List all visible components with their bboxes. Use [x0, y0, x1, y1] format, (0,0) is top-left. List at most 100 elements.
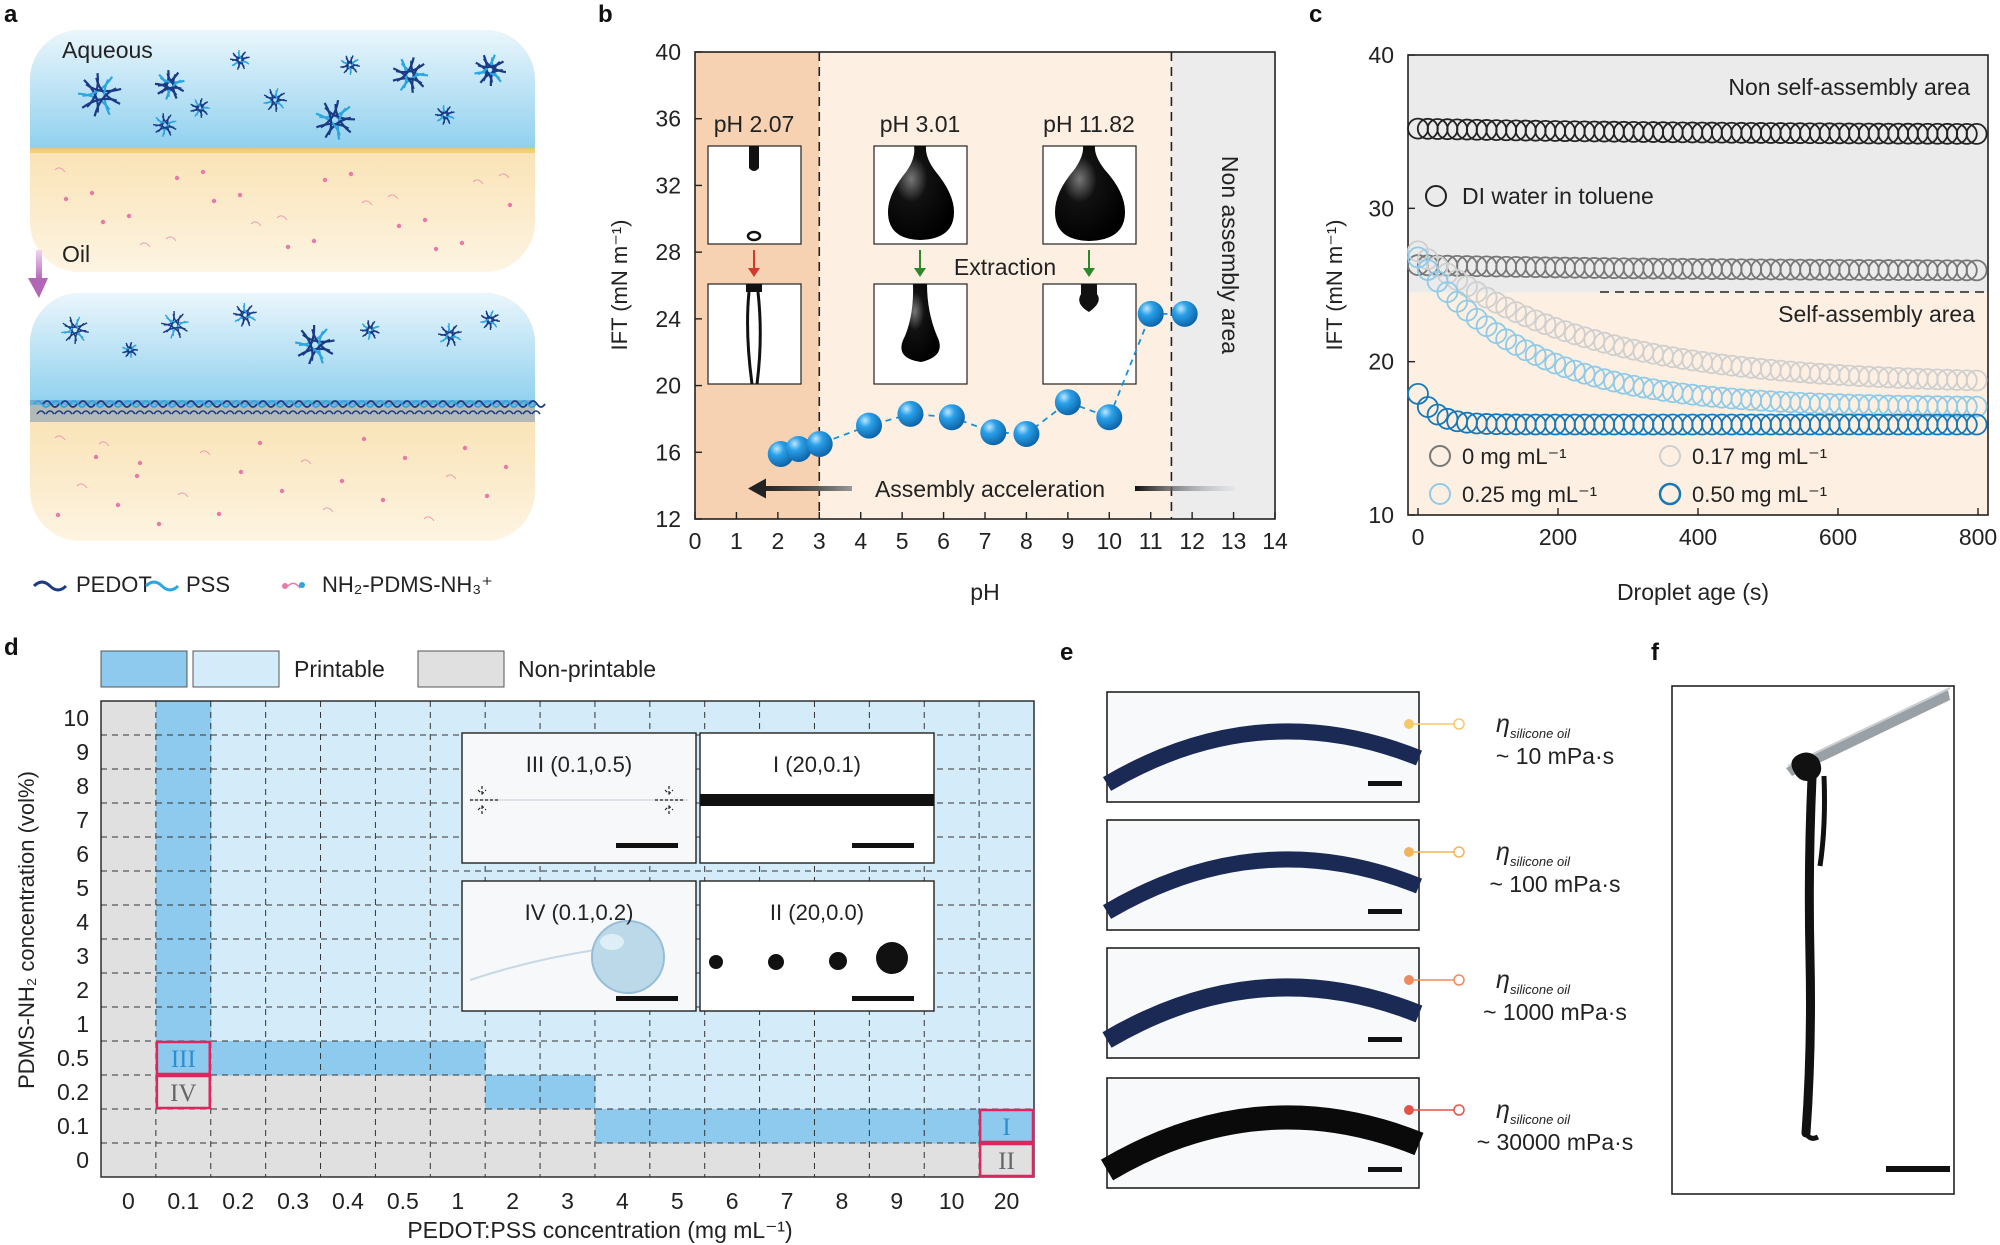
interface-film-strand: [351, 410, 361, 415]
inset-i: [699, 732, 935, 864]
highlight-box: [978, 1108, 1035, 1144]
grid-cell: [814, 1109, 870, 1144]
interface-film-strand: [87, 400, 105, 408]
pedot-pss-cluster: [359, 320, 380, 341]
pss-symbol: [144, 580, 180, 592]
scale-bar: [1368, 1037, 1402, 1042]
grid-cell: [155, 973, 212, 1008]
pdms-chain: [445, 474, 457, 480]
grid-cell: [155, 1109, 212, 1144]
interface-film-strand: [252, 410, 262, 415]
x-tick-label: 0.3: [277, 1188, 309, 1214]
interface-film-strand: [504, 410, 514, 415]
pdms-molecule: [339, 478, 345, 484]
interface-film-strand: [159, 400, 177, 408]
viscosity-value: ~ 30000 mPa·s: [1477, 1129, 1634, 1155]
x-tick-label: 2: [771, 528, 784, 554]
interface-film-strand: [459, 410, 469, 415]
label-non-assembly-area: Non assembly area: [1217, 156, 1243, 354]
interface-film-strand: [189, 410, 199, 415]
interface-film-strand: [279, 410, 289, 415]
grid-cell: [210, 1041, 267, 1076]
pdms-molecule: [322, 177, 328, 183]
grid-cell: [155, 1007, 212, 1042]
fiber-arc: [1102, 723, 1422, 791]
data-point: [1563, 359, 1586, 382]
y-tick-label: 8: [76, 773, 89, 799]
interface-film-strand: [126, 410, 136, 415]
region-band: [1408, 55, 1988, 293]
schematic-before: [30, 30, 535, 272]
pdms-molecule: [216, 511, 222, 517]
legend-marker-017: [1659, 445, 1681, 467]
grid-cell: [210, 1109, 267, 1144]
interface-film-strand: [447, 400, 465, 408]
grid-cell: [101, 939, 157, 974]
grid-cell: [485, 1109, 541, 1144]
interface-film-strand: [123, 400, 141, 408]
pdms-molecule: [285, 244, 291, 250]
x-tick-label: 600: [1819, 524, 1857, 550]
y-tick-label: 2: [76, 977, 89, 1003]
pdms-molecule: [348, 171, 354, 177]
viscosity-value: ~ 100 mPa·s: [1489, 871, 1620, 897]
assembly-acceleration-arrow: [748, 478, 1235, 499]
highlight-box-label: I: [1002, 1114, 1010, 1141]
legend-marker-di-water: [1425, 185, 1447, 207]
data-point: [1965, 395, 1988, 418]
interface-film-strand: [474, 400, 492, 408]
interface-film-strand: [135, 410, 145, 415]
eta-symbol: η: [1496, 838, 1510, 866]
interface-film-strand: [108, 410, 118, 415]
interface-film-strand: [240, 400, 258, 408]
x-tick-label: 3: [813, 528, 826, 554]
y-tick-label: 24: [655, 306, 681, 332]
interface-film-strand: [483, 400, 501, 408]
inset-ii-label: II (20,0.0): [770, 900, 864, 925]
eta-subscript: silicone oil: [1510, 982, 1571, 997]
label-non-self-assembly: Non self-assembly area: [1728, 74, 1970, 100]
pdms-chain: [165, 236, 177, 242]
y-tick-label: 0: [76, 1147, 89, 1173]
data-point: [1524, 309, 1547, 332]
grid-cell: [155, 905, 212, 940]
data-point: [1514, 339, 1537, 362]
pedot-pss-cluster: [77, 72, 122, 117]
x-tick-label: 0.4: [332, 1188, 364, 1214]
series-2: [1407, 240, 1988, 392]
data-point: [1171, 300, 1198, 327]
x-axis-label-b: pH: [970, 579, 999, 605]
grid-cell: [320, 1109, 376, 1144]
highlight-box: [155, 1040, 212, 1076]
pdms-chain: [498, 173, 510, 179]
interface-film-strand: [492, 400, 510, 408]
pdms-molecule: [279, 488, 285, 494]
x-tick-label: 6: [726, 1188, 739, 1214]
x-tick-label: 0: [689, 528, 702, 554]
pdms-molecule: [134, 473, 140, 479]
interface-film-strand: [42, 400, 60, 408]
grid-cell: [485, 1143, 541, 1178]
data-point: [1955, 395, 1978, 418]
y-tick-label: 0.1: [57, 1113, 89, 1139]
interface-film-strand: [216, 410, 226, 415]
interface-film-strand: [465, 400, 483, 408]
grid-cell: [430, 1041, 486, 1076]
panel-e-images: η silicone oil~ 10 mPa·sη silicone oil~ 10…: [1100, 691, 1634, 1189]
grid-cell: [155, 1041, 212, 1076]
grid-cell: [155, 701, 212, 736]
interface-film-strand: [306, 410, 316, 415]
series-0: [1407, 117, 1988, 145]
pedot-pss-cluster: [295, 324, 335, 365]
grid-cell: [265, 1109, 322, 1144]
x-tick-label: 400: [1679, 524, 1717, 550]
pdms-molecule: [402, 455, 408, 461]
grid-cell: [101, 803, 157, 838]
panel-label-d: d: [4, 634, 19, 661]
pdms-symbol: [282, 582, 305, 589]
x-tick-label: 4: [854, 528, 867, 554]
interface-film-strand: [144, 410, 154, 415]
viscosity-marker: [1453, 718, 1465, 730]
grid-cell: [101, 769, 157, 804]
panel-c-chart: 0 200 400 600 800 10 20 30 40 Non self-assembly …: [1322, 42, 1997, 605]
